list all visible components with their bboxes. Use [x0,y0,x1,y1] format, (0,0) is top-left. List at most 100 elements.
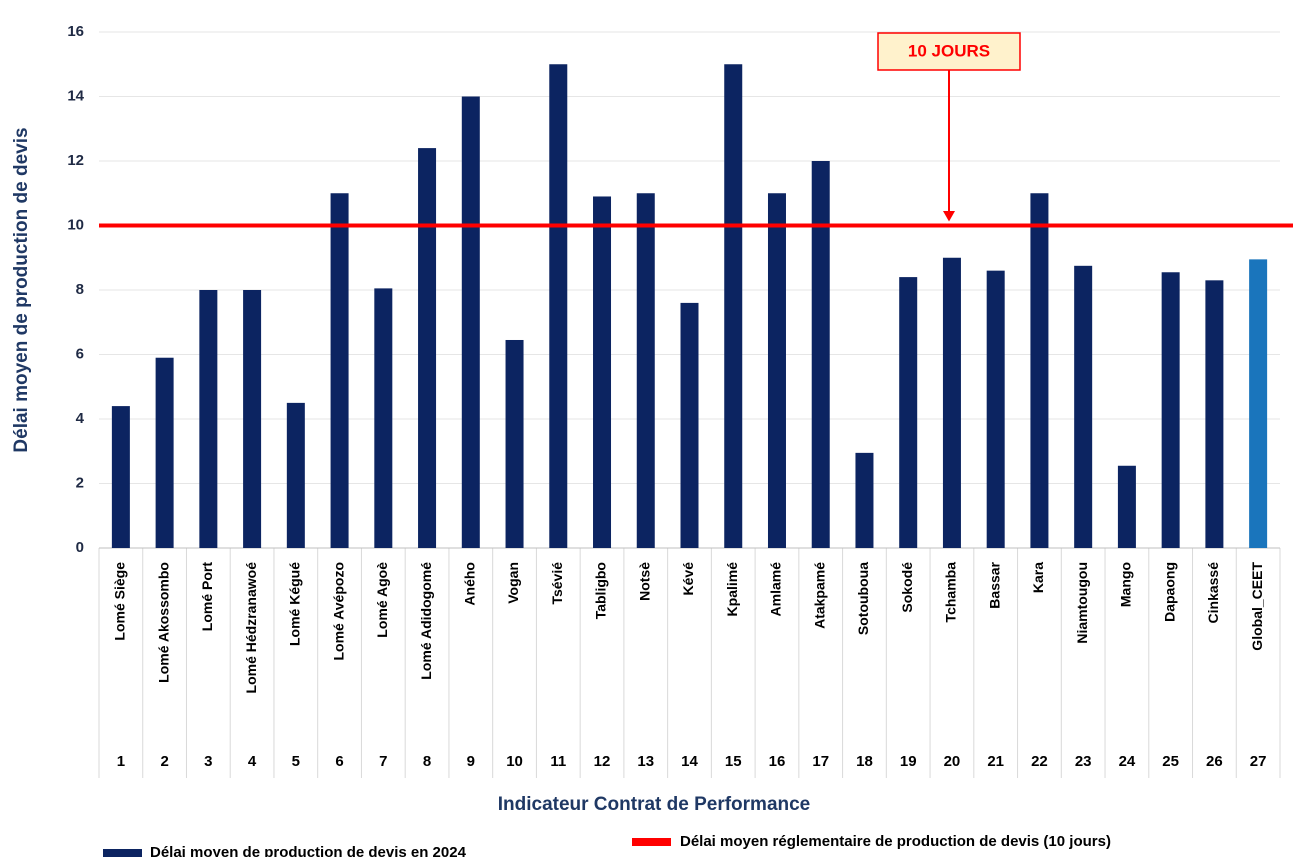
x-tick-label: Global_CEET [1249,562,1265,651]
category-number: 23 [1075,753,1092,770]
bar [243,290,262,548]
x-axis-title: Indicateur Contrat de Performance [498,794,811,815]
category-number: 18 [856,753,873,770]
bar [374,288,393,548]
x-tick-label: Aného [461,562,477,606]
x-tick-label: Niamtougou [1074,562,1090,644]
category-number: 4 [248,753,257,770]
y-tick-label: 16 [67,23,84,40]
category-number: 1 [117,753,125,770]
x-tick-label: Dapaong [1161,562,1177,622]
category-number: 17 [812,753,829,770]
bar [1117,465,1136,548]
bar [155,357,174,548]
legend-swatch [103,849,142,857]
x-tick-label: Lomé Port [199,562,215,632]
bar [549,64,568,548]
bar [811,161,830,548]
x-tick-label: Sokodé [899,562,915,613]
bar [111,406,130,548]
annotation-text: 10 JOURS [908,41,990,60]
x-tick-label: Bassar [986,561,1002,608]
category-number: 24 [1119,753,1136,770]
category-number: 22 [1031,753,1048,770]
x-tick-label: Kpalimé [724,562,740,617]
y-tick-label: 8 [76,281,84,298]
x-tick-label: Atakpamé [811,562,827,629]
category-number: 20 [944,753,961,770]
category-number: 6 [335,753,343,770]
y-tick-label: 6 [76,345,84,362]
x-tick-label: Lomé Hédzranawoé [243,562,259,694]
bar [986,270,1005,548]
x-tick-label: Lomé Kégué [287,562,303,646]
category-number: 7 [379,753,387,770]
x-tick-label: Tchamba [943,562,959,623]
x-tick-label: Cinkassé [1205,562,1221,624]
bar [593,196,612,548]
bar [942,257,961,548]
x-tick-label: Tabligbo [593,562,609,619]
bar [767,193,786,548]
bar [1249,259,1268,548]
bar [286,402,305,548]
bar [418,148,437,548]
category-number: 5 [292,753,300,770]
category-number: 8 [423,753,431,770]
category-number: 2 [160,753,168,770]
bar [680,302,699,548]
x-tick-label: Lomé Agoè [374,562,390,638]
category-number: 27 [1250,753,1267,770]
annotation-box [877,32,1021,71]
bar [1205,280,1224,548]
bar [330,193,349,548]
bar [1074,265,1093,548]
bar [199,290,218,548]
x-tick-label: Notsè [636,562,652,601]
x-tick-label: Lomé Siège [112,562,128,641]
category-number: 14 [681,753,698,770]
x-tick-label: Lomé Avépozo [330,562,346,661]
y-tick-label: 2 [76,474,84,491]
bar [505,339,524,548]
category-number: 13 [637,753,654,770]
bar [1161,272,1180,548]
category-number: 26 [1206,753,1223,770]
y-tick-label: 14 [67,87,84,104]
bar [1030,193,1049,548]
x-tick-label: Kara [1030,562,1046,593]
category-number: 10 [506,753,523,770]
category-number: 9 [467,753,475,770]
bar [855,452,874,548]
x-tick-label: Tsévié [549,562,565,605]
x-tick-label: Sotouboua [855,562,871,635]
category-number: 15 [725,753,742,770]
category-number: 25 [1162,753,1179,770]
y-tick-label: 10 [67,216,84,233]
legend-label: Délai moyen de production de devis en 20… [150,844,467,857]
annotation-arrowhead [943,211,955,222]
x-tick-label: Amlamé [768,562,784,617]
category-number: 3 [204,753,212,770]
bar [899,277,918,548]
y-tick-label: 4 [76,410,85,427]
x-tick-label: Vogan [505,562,521,604]
x-tick-label: Lomé Adidogomé [418,562,434,680]
category-number: 19 [900,753,917,770]
category-number: 21 [987,753,1004,770]
x-tick-label: Kévé [680,562,696,596]
category-number: 12 [594,753,611,770]
y-tick-label: 12 [67,152,84,169]
category-number: 11 [550,753,566,770]
legend-label: Délai moyen réglementaire de production … [680,833,1111,850]
x-tick-label: Mango [1118,562,1134,607]
bar [461,96,480,548]
category-number: 16 [769,753,786,770]
bar [636,193,655,548]
x-tick-label: Lomé Akossombo [155,562,171,683]
y-tick-label: 0 [76,539,84,556]
y-axis-title: Délai moyen de production de devis [11,127,32,452]
legend-swatch [632,838,671,846]
bar [724,64,743,548]
